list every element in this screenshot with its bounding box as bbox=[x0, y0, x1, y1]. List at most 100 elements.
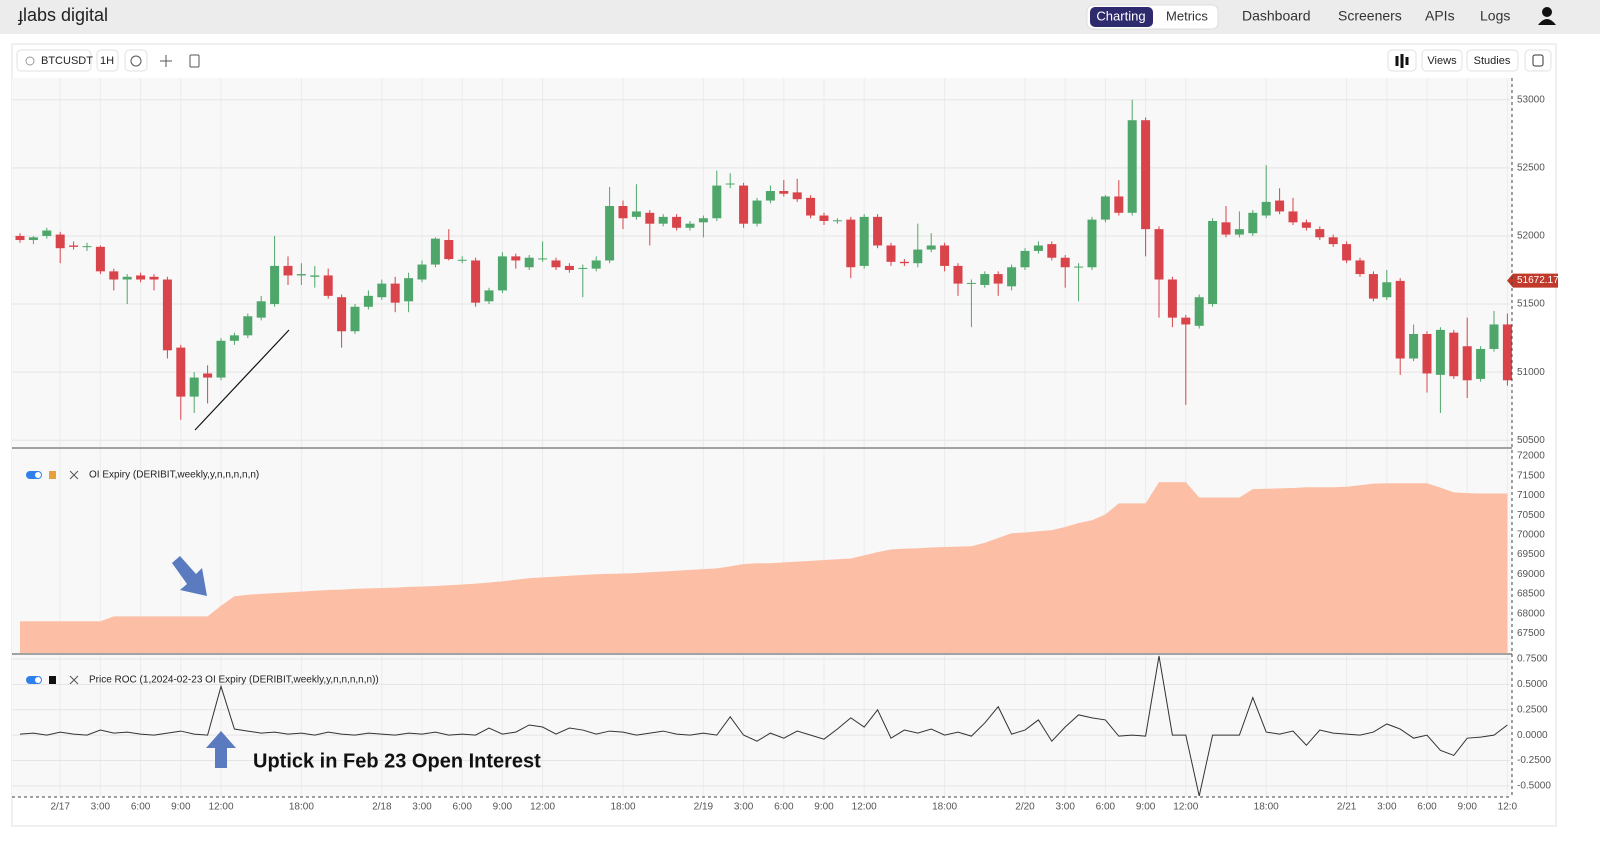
symbol[interactable]: BTCUSDT bbox=[41, 55, 93, 67]
tab[interactable]: Charting bbox=[1096, 8, 1145, 23]
settings-button[interactable] bbox=[1524, 49, 1552, 72]
candle-body bbox=[203, 373, 213, 378]
y-tick-label: 51500 bbox=[1517, 299, 1545, 310]
candle-body bbox=[1261, 201, 1271, 216]
studies[interactable]: Studies bbox=[1474, 55, 1511, 67]
logo[interactable]: ɟlabs digital bbox=[18, 5, 108, 25]
y-tick-label: 68500 bbox=[1517, 589, 1545, 600]
candle-body bbox=[631, 211, 641, 217]
candle-body bbox=[457, 259, 467, 261]
candle-body bbox=[940, 245, 950, 266]
candle-body bbox=[404, 278, 414, 302]
x-tick-label: 9:00 bbox=[171, 802, 191, 813]
candle-body bbox=[1248, 212, 1258, 234]
tab-active[interactable] bbox=[1090, 7, 1153, 27]
close-icon[interactable] bbox=[69, 675, 79, 685]
nav-link[interactable]: Screeners bbox=[1338, 8, 1402, 24]
candle-body bbox=[966, 282, 976, 284]
symbol-button[interactable] bbox=[16, 49, 92, 72]
add-icon[interactable] bbox=[160, 55, 172, 67]
x-tick-label: 2/17 bbox=[50, 802, 70, 813]
candle-body bbox=[1462, 346, 1472, 381]
candle-body bbox=[243, 316, 253, 336]
views-button[interactable] bbox=[1421, 49, 1463, 72]
candle-body bbox=[672, 216, 682, 228]
y-tick-label: 70500 bbox=[1517, 510, 1545, 521]
candle-body bbox=[1181, 317, 1191, 325]
candle-body bbox=[323, 275, 333, 296]
candle-body bbox=[1074, 266, 1084, 268]
views[interactable]: Views bbox=[1427, 55, 1457, 67]
candle-body bbox=[189, 377, 199, 397]
candle-body bbox=[82, 246, 92, 248]
x-tick-label: 3:00 bbox=[412, 802, 432, 813]
nav-link[interactable]: Logs bbox=[1480, 8, 1510, 24]
candle-body bbox=[256, 301, 266, 318]
candle-body bbox=[350, 306, 360, 332]
candle-body bbox=[1422, 333, 1432, 374]
x-tick-label: 6:00 bbox=[1096, 802, 1116, 813]
x-tick-label: 2/19 bbox=[694, 802, 714, 813]
candle-body bbox=[1007, 267, 1017, 287]
x-tick-label: 12:00 bbox=[852, 802, 877, 813]
candle-body bbox=[698, 218, 708, 223]
draw-button[interactable] bbox=[124, 49, 148, 72]
candle-body bbox=[1060, 257, 1070, 268]
arrow bbox=[206, 731, 236, 768]
candle-body bbox=[28, 237, 38, 241]
studies-button[interactable] bbox=[1466, 49, 1519, 72]
candle-body bbox=[1368, 274, 1378, 299]
x-tick-label: 2/18 bbox=[372, 802, 392, 813]
candle-body bbox=[819, 215, 829, 221]
candle-body bbox=[980, 274, 990, 285]
candle-body bbox=[471, 260, 481, 303]
trend-line bbox=[194, 329, 290, 431]
y-tick-label: 69500 bbox=[1517, 549, 1545, 560]
y-tick-label: 0.2500 bbox=[1517, 704, 1548, 715]
candle-body bbox=[310, 275, 320, 277]
roc-panel bbox=[12, 655, 1512, 797]
candle-body bbox=[444, 240, 454, 260]
candle-body bbox=[149, 276, 159, 280]
color-swatch[interactable] bbox=[49, 676, 56, 684]
x-tick-label: 2/21 bbox=[1337, 802, 1357, 813]
interval-button[interactable] bbox=[96, 49, 119, 72]
nav-link[interactable]: Dashboard bbox=[1242, 8, 1311, 24]
close-icon[interactable] bbox=[69, 470, 79, 480]
x-tick-label: 18:00 bbox=[932, 802, 957, 813]
x-tick-label: 3:00 bbox=[1055, 802, 1075, 813]
study-label: Price ROC (1,2024-02-23 OI Expiry (DERIB… bbox=[89, 675, 379, 686]
tab[interactable]: Metrics bbox=[1166, 8, 1208, 23]
candle-body bbox=[430, 238, 440, 265]
x-tick-label: 18:00 bbox=[289, 802, 314, 813]
nav-link[interactable]: APIs bbox=[1425, 8, 1455, 24]
line bbox=[19, 655, 1508, 797]
candle-body bbox=[1409, 333, 1419, 359]
candle-body bbox=[1141, 120, 1151, 230]
x-tick-label: 3:00 bbox=[1377, 802, 1397, 813]
candle-body bbox=[122, 276, 132, 280]
candle-body bbox=[1194, 297, 1204, 326]
y-tick-label: 0.5000 bbox=[1517, 679, 1548, 690]
candle-body bbox=[1395, 280, 1405, 359]
candle-body bbox=[792, 192, 802, 200]
candle-body bbox=[591, 260, 601, 269]
x-tick-label: 3:00 bbox=[734, 802, 754, 813]
candle-body bbox=[685, 223, 695, 228]
x-tick-label: 9:00 bbox=[1457, 802, 1477, 813]
user-icon[interactable] bbox=[1538, 7, 1556, 25]
candle-body bbox=[1033, 245, 1043, 251]
candle-body bbox=[1315, 229, 1325, 238]
candle-body bbox=[524, 257, 534, 268]
candle-body bbox=[162, 279, 172, 351]
candle-body bbox=[1047, 244, 1057, 258]
interval[interactable]: 1H bbox=[100, 55, 114, 67]
y-tick-label: -0.2500 bbox=[1517, 755, 1551, 766]
candle-body bbox=[15, 235, 25, 241]
color-swatch[interactable] bbox=[49, 471, 56, 479]
candle-body bbox=[658, 216, 668, 224]
clipboard-icon[interactable] bbox=[189, 54, 200, 68]
candle-body bbox=[363, 295, 373, 307]
